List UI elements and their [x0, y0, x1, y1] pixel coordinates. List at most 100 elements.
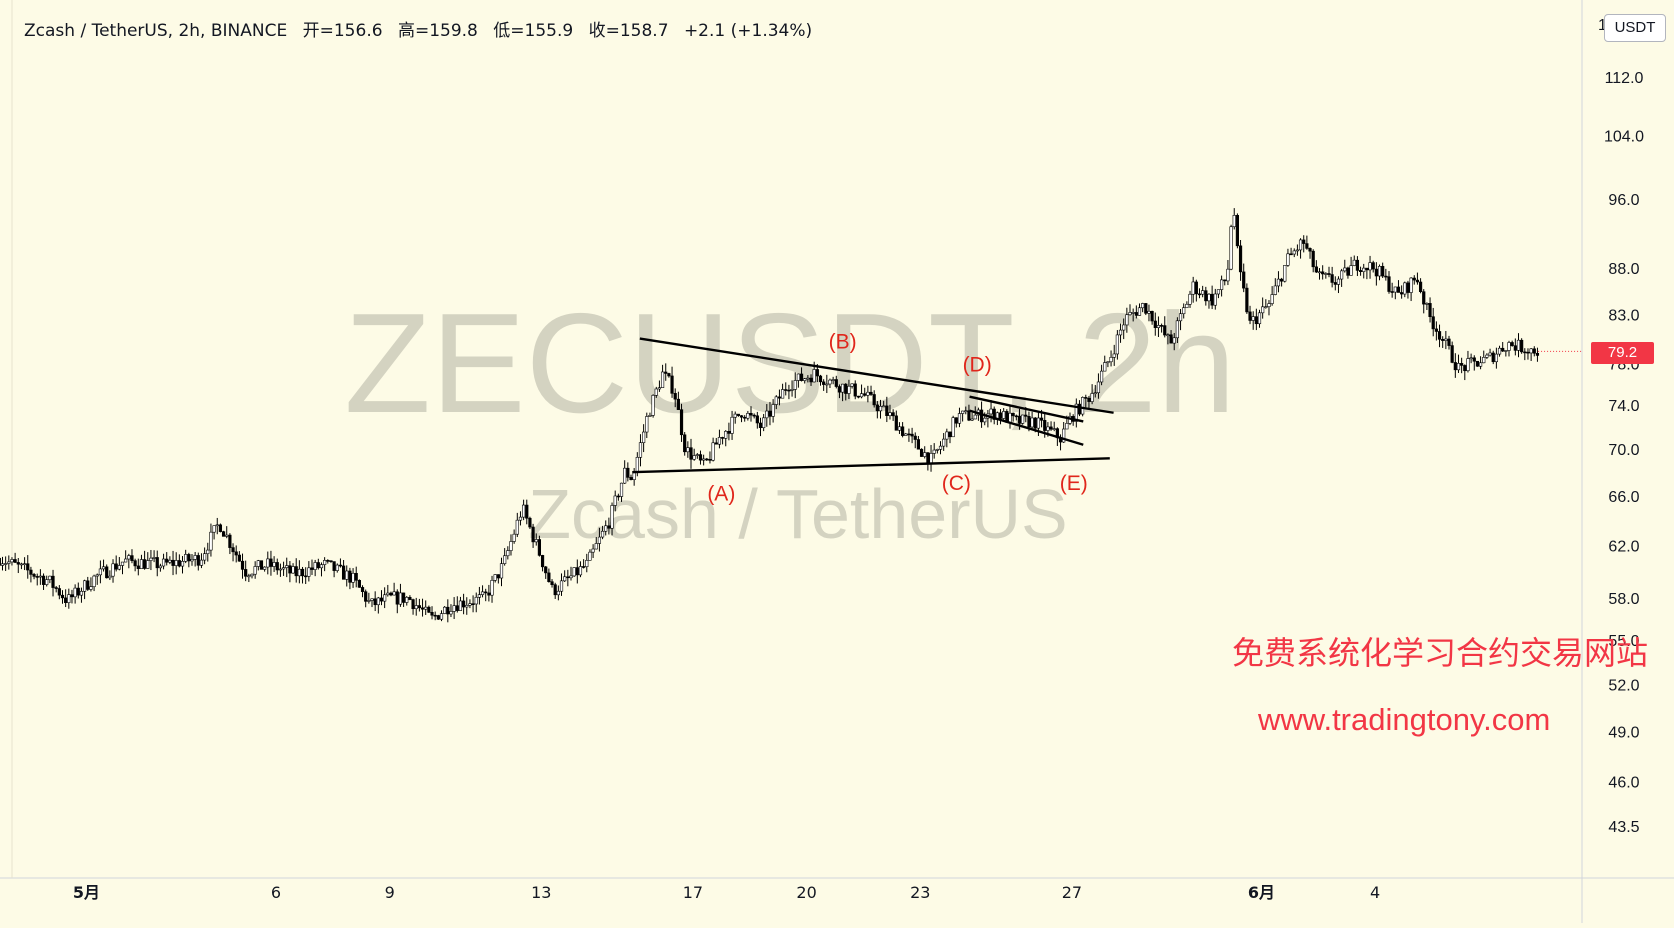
candle-body	[389, 592, 393, 596]
candle-body	[1103, 362, 1107, 372]
candle-body	[158, 565, 163, 569]
trendline-triangle-upper[interactable]	[639, 337, 1114, 414]
candle-body	[370, 598, 374, 601]
candle-body	[901, 426, 905, 436]
candle-body	[1286, 253, 1290, 266]
candle-body	[891, 412, 895, 417]
candle-body	[762, 417, 766, 429]
candle-body	[285, 565, 289, 568]
candle-body	[1333, 282, 1337, 285]
candle-body	[1355, 259, 1360, 271]
wave-label: (B)	[829, 330, 857, 353]
promo-url[interactable]: www.tradingtony.com	[1258, 702, 1551, 737]
candle-body	[1147, 310, 1151, 314]
candle-body	[863, 393, 867, 396]
candle-body	[1422, 291, 1426, 305]
candle-body	[1475, 360, 1480, 367]
candle-body	[1516, 339, 1521, 351]
candle-body	[904, 433, 908, 436]
candle-body	[1532, 348, 1536, 354]
candle-body	[1264, 306, 1268, 309]
candle-body	[149, 557, 153, 561]
candle-body	[572, 567, 576, 577]
candle-body	[910, 433, 914, 437]
candle-body	[1169, 334, 1173, 344]
currency-button[interactable]: USDT	[1604, 14, 1666, 42]
candle-body	[307, 567, 311, 577]
candle-body	[774, 396, 778, 405]
candle-body	[1491, 352, 1495, 363]
candle-body	[228, 534, 232, 548]
candle-body	[111, 563, 115, 577]
candle-body	[272, 562, 276, 567]
candle-body	[989, 408, 993, 415]
candle-body	[1118, 329, 1123, 336]
trendline-flag-lower[interactable]	[969, 409, 1084, 446]
candle-body	[919, 448, 924, 457]
candle-body	[117, 565, 121, 570]
candle-body	[253, 566, 257, 575]
candle-body	[143, 559, 147, 569]
candle-body	[1403, 282, 1407, 295]
candle-body	[316, 562, 320, 569]
candle-body	[414, 605, 418, 610]
candle-body	[266, 558, 270, 568]
candle-body	[345, 570, 349, 580]
candle-body	[1368, 262, 1372, 271]
x-tick-label: 27	[1062, 883, 1082, 902]
candle-body	[796, 373, 800, 381]
candle-body	[957, 413, 962, 424]
candle-body	[1197, 293, 1202, 296]
wave-label: (D)	[963, 354, 992, 377]
candle-body	[499, 563, 504, 579]
trendline-triangle-lower[interactable]	[632, 457, 1110, 474]
candle-body	[1441, 339, 1445, 341]
candle-body	[487, 592, 491, 596]
candle-body	[951, 417, 955, 438]
candle-body	[95, 574, 99, 577]
candle-body	[945, 431, 949, 440]
candle-body	[853, 383, 857, 397]
candle-body	[837, 386, 842, 393]
candle-body	[329, 560, 333, 562]
y-tick-label: 46.0	[1608, 775, 1639, 792]
candle-body	[35, 576, 39, 578]
candle-body	[537, 539, 542, 556]
candle-body	[1488, 352, 1492, 356]
candle-body	[468, 603, 472, 606]
candle-body	[114, 563, 118, 570]
candle-body	[313, 562, 317, 570]
candle-body	[127, 555, 131, 560]
candle-body	[1343, 267, 1347, 272]
candle-body	[1153, 320, 1157, 328]
candle-body	[1497, 347, 1502, 355]
candle-body	[1134, 312, 1138, 316]
legend-symbol[interactable]: Zcash / TetherUS, 2h, BINANCE	[24, 21, 288, 41]
x-tick-label: 4	[1370, 883, 1380, 902]
candle-body	[424, 606, 428, 610]
candle-body	[190, 559, 194, 562]
candle-body	[790, 389, 794, 391]
candle-body	[1115, 334, 1119, 355]
candle-body	[664, 371, 668, 374]
y-tick-label: 49.0	[1608, 725, 1639, 742]
candle-body	[1213, 293, 1217, 306]
candle-body	[771, 404, 775, 417]
candle-body	[1501, 347, 1505, 352]
candle-body	[1188, 293, 1192, 305]
candle-body	[600, 530, 605, 538]
candle-body	[841, 383, 845, 393]
candle-body	[1377, 266, 1382, 277]
candle-body	[1052, 428, 1056, 430]
candle-body	[859, 393, 864, 398]
x-tick-label: 6	[271, 883, 281, 902]
candle-body	[727, 431, 731, 434]
candle-body	[1204, 290, 1208, 302]
candle-body	[4, 563, 8, 565]
candle-body	[1428, 303, 1432, 317]
candle-body	[259, 560, 264, 570]
trendline-flag-upper[interactable]	[969, 395, 1084, 423]
candle-body	[401, 592, 406, 603]
